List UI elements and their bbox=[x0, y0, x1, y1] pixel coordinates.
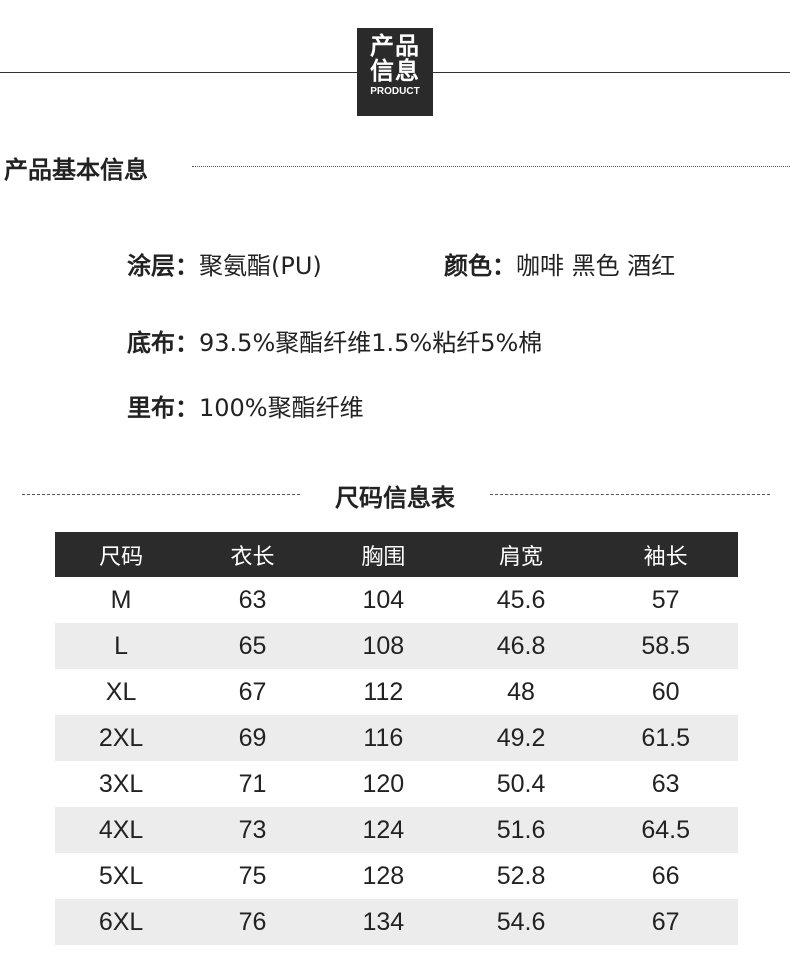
table-cell: 46.8 bbox=[448, 623, 594, 669]
product-info-badge: 产品 信息 PRODUCT bbox=[357, 28, 433, 116]
column-header: 尺码 bbox=[55, 532, 188, 577]
table-row: 5XL 75 128 52.8 66 bbox=[55, 853, 738, 899]
table-cell: 4XL bbox=[55, 807, 188, 853]
table-cell: 57 bbox=[651, 585, 680, 614]
dashed-divider-right bbox=[490, 494, 770, 495]
table-cell: 63 bbox=[651, 769, 680, 798]
column-header: 肩宽 bbox=[448, 532, 594, 577]
table-cell: 116 bbox=[317, 715, 449, 761]
badge-line2: 信息 bbox=[370, 57, 420, 85]
table-cell: 48 bbox=[507, 677, 535, 706]
table-row: M 63 104 45.6 57 bbox=[55, 577, 738, 623]
table-row: 3XL 71 120 50.4 63 bbox=[55, 761, 738, 807]
coating-label: 涂层： bbox=[127, 252, 199, 280]
table-cell: 65 bbox=[187, 623, 318, 669]
table-row: XL 67 112 48 60 bbox=[55, 669, 738, 715]
table-cell: 124 bbox=[317, 807, 449, 853]
table-cell: 52.8 bbox=[496, 861, 546, 890]
base-value: 93.5%聚酯纤维1.5%粘纤5%棉 bbox=[199, 329, 543, 357]
table-cell: 61.5 bbox=[593, 715, 738, 761]
color-row: 颜色：咖啡 黑色 酒红 bbox=[444, 246, 675, 281]
base-label: 底布： bbox=[127, 329, 199, 357]
color-label: 颜色： bbox=[444, 252, 516, 280]
table-row: L 65 108 46.8 58.5 bbox=[55, 623, 738, 669]
table-cell: 5XL bbox=[98, 861, 144, 890]
table-cell: 67 bbox=[238, 677, 267, 706]
dotted-divider bbox=[192, 166, 790, 167]
table-cell: 104 bbox=[362, 585, 405, 614]
badge-line1: 产品 bbox=[370, 32, 420, 60]
table-row: 6XL 76 134 54.6 67 bbox=[55, 899, 738, 945]
table-cell: 63 bbox=[238, 585, 267, 614]
table-row: 4XL 73 124 51.6 64.5 bbox=[55, 807, 738, 853]
table-cell: 60 bbox=[651, 677, 680, 706]
table-cell: 67 bbox=[593, 899, 738, 945]
base-row: 底布：93.5%聚酯纤维1.5%粘纤5%棉 bbox=[127, 323, 542, 358]
table-cell: 75 bbox=[238, 861, 267, 890]
table-cell: 108 bbox=[317, 623, 449, 669]
lining-value: 100%聚酯纤维 bbox=[199, 394, 364, 422]
table-cell: M bbox=[110, 585, 132, 614]
color-value: 咖啡 黑色 酒红 bbox=[516, 252, 676, 280]
column-header: 衣长 bbox=[187, 532, 318, 577]
table-cell: 120 bbox=[362, 769, 405, 798]
table-cell: 50.4 bbox=[496, 769, 546, 798]
basic-info-title: 产品基本信息 bbox=[4, 156, 148, 184]
column-header: 胸围 bbox=[317, 532, 449, 577]
table-cell: 112 bbox=[363, 677, 404, 706]
table-cell: 71 bbox=[238, 769, 267, 798]
table-cell: 134 bbox=[317, 899, 449, 945]
badge-sub: PRODUCT bbox=[370, 86, 420, 97]
table-cell: 73 bbox=[187, 807, 318, 853]
dashed-divider-left bbox=[22, 494, 300, 495]
table-cell: 54.6 bbox=[448, 899, 594, 945]
table-cell: 6XL bbox=[55, 899, 188, 945]
table-cell: 128 bbox=[362, 861, 405, 890]
lining-row: 里布：100%聚酯纤维 bbox=[127, 388, 364, 423]
lining-label: 里布： bbox=[127, 394, 199, 422]
table-cell: 3XL bbox=[98, 769, 144, 798]
table-cell: XL bbox=[105, 677, 137, 706]
table-cell: 45.6 bbox=[496, 585, 546, 614]
table-cell: 2XL bbox=[55, 715, 188, 761]
size-table: 尺码 衣长 胸围 肩宽 袖长 M 63 104 45.6 57 L 65 108 46.8 58.5 XL 6… bbox=[55, 532, 738, 945]
table-row: 2XL 69 116 49.2 61.5 bbox=[55, 715, 738, 761]
coating-row: 涂层：聚氨酯(PU) bbox=[127, 246, 322, 281]
table-cell: 51.6 bbox=[448, 807, 594, 853]
table-cell: 76 bbox=[187, 899, 318, 945]
table-cell: 64.5 bbox=[593, 807, 738, 853]
table-cell: 49.2 bbox=[448, 715, 594, 761]
column-header: 袖长 bbox=[593, 532, 738, 577]
coating-value: 聚氨酯(PU) bbox=[199, 252, 322, 280]
table-cell: 58.5 bbox=[593, 623, 738, 669]
table-cell: 69 bbox=[187, 715, 318, 761]
table-cell: L bbox=[55, 623, 188, 669]
size-table-title: 尺码信息表 bbox=[335, 484, 455, 512]
table-cell: 66 bbox=[651, 861, 680, 890]
